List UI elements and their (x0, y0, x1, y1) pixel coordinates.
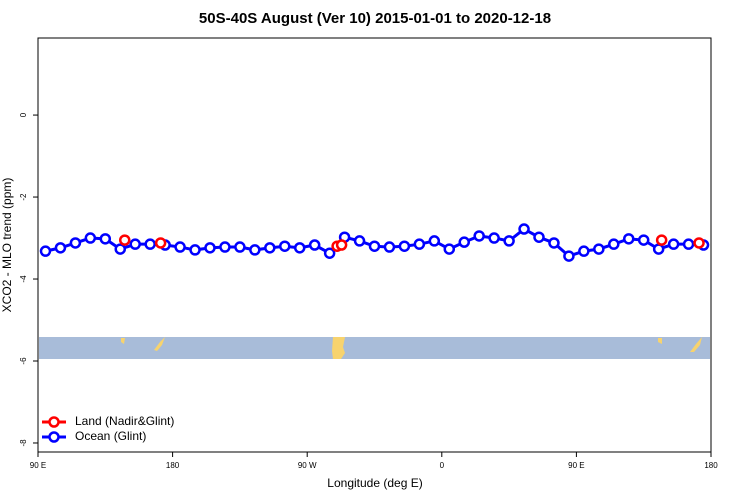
point (39, 245, 52, 257)
point (622, 233, 635, 245)
point (488, 232, 500, 244)
point (204, 242, 216, 254)
point (84, 232, 97, 244)
point (413, 238, 426, 250)
point (682, 238, 695, 250)
y-tick-label: 0 (19, 112, 28, 117)
point (323, 247, 336, 259)
x-axis-label: Longitude (deg E) (327, 476, 422, 490)
point (129, 238, 141, 250)
point (154, 237, 167, 249)
point (383, 241, 396, 253)
y-tick-label: -4 (19, 275, 28, 283)
point (548, 237, 560, 249)
x-tick-label: 90 E (568, 461, 584, 470)
point (189, 244, 201, 256)
point (578, 245, 590, 257)
point (264, 242, 276, 254)
x-tick-label: 90 E (30, 461, 46, 470)
point (118, 234, 131, 246)
point (693, 237, 705, 249)
plot-frame (37, 37, 712, 453)
point (353, 235, 366, 247)
point (655, 234, 668, 246)
point (234, 241, 246, 253)
land-blob (121, 338, 125, 344)
y-tick-label: -2 (19, 193, 28, 201)
point (249, 244, 261, 256)
legend-marker (48, 431, 60, 443)
point (293, 242, 306, 254)
point (533, 231, 545, 243)
point (637, 234, 650, 246)
x-tick-label: 90 W (298, 461, 317, 470)
point (368, 240, 381, 252)
chart-title: 50S-40S August (Ver 10) 2015-01-01 to 20… (199, 10, 551, 27)
point (503, 235, 515, 247)
point (99, 233, 112, 245)
legend-label: Land (Nadir&Glint) (75, 414, 174, 428)
legend-label: Ocean (Glint) (75, 429, 146, 443)
point (279, 240, 291, 252)
point (473, 230, 485, 242)
point (174, 241, 186, 253)
point (667, 238, 680, 250)
point (652, 243, 665, 255)
point (443, 243, 456, 255)
land-blob (658, 338, 662, 344)
point (308, 239, 321, 251)
land-blob (332, 337, 345, 359)
map-strip (39, 337, 710, 359)
y-tick-label: -6 (19, 357, 28, 365)
point (593, 243, 605, 255)
legend-marker (48, 416, 60, 428)
land-blob (154, 337, 165, 351)
point (144, 238, 156, 250)
x-tick-label: 180 (166, 461, 180, 470)
y-tick-label: -8 (19, 439, 28, 447)
ocean-strip (39, 337, 710, 359)
x-tick-label: 0 (440, 461, 445, 470)
point (335, 239, 348, 251)
point (518, 223, 530, 235)
x-tick-label: 180 (704, 461, 718, 470)
point (458, 236, 470, 248)
land-blob (690, 337, 702, 352)
point (69, 237, 82, 249)
y-axis-label: XCO2 - MLO trend (ppm) (0, 178, 14, 313)
point (428, 235, 441, 247)
point (114, 243, 127, 255)
point (563, 250, 575, 262)
point (398, 240, 411, 252)
point (608, 238, 620, 250)
point (54, 242, 67, 254)
point (219, 241, 231, 253)
